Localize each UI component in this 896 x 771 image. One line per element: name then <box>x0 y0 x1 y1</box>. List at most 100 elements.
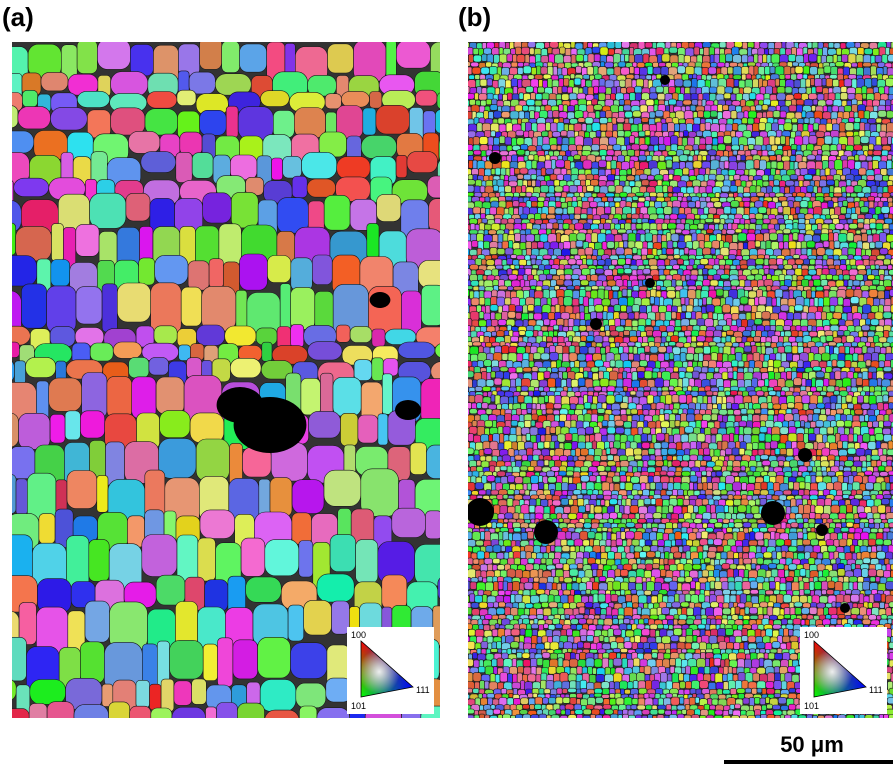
grain <box>816 247 826 256</box>
grain <box>759 367 769 373</box>
grain <box>711 395 717 405</box>
grain <box>571 298 580 307</box>
grain <box>724 86 734 94</box>
grain <box>795 99 805 106</box>
grain <box>810 386 817 392</box>
grain <box>645 318 652 326</box>
grain <box>707 258 716 266</box>
grain <box>857 47 865 56</box>
grain <box>748 213 756 220</box>
grain <box>421 284 440 326</box>
grain <box>531 413 539 421</box>
grain <box>540 213 547 220</box>
grain <box>663 269 671 276</box>
grain <box>591 285 599 290</box>
grain <box>791 149 796 156</box>
grain <box>579 345 589 355</box>
grain <box>485 379 495 387</box>
grain <box>891 62 893 69</box>
grain <box>430 42 440 81</box>
grain <box>807 93 818 100</box>
grain <box>496 403 502 410</box>
grain <box>712 137 719 146</box>
grain <box>708 173 717 181</box>
grain <box>490 130 496 137</box>
grain <box>499 150 509 156</box>
grain <box>812 366 822 372</box>
grain <box>530 201 538 208</box>
grain <box>800 311 808 320</box>
grain <box>25 357 57 378</box>
grain <box>842 200 849 207</box>
grain <box>687 201 696 208</box>
grain <box>479 335 485 343</box>
grain <box>793 377 803 386</box>
grain <box>739 144 744 152</box>
grain <box>652 330 662 338</box>
grain <box>629 46 634 56</box>
grain <box>201 285 237 332</box>
grain <box>592 259 598 266</box>
grain <box>510 254 518 259</box>
grain <box>863 48 873 55</box>
grain <box>771 433 781 442</box>
grain <box>764 254 770 260</box>
grain <box>747 144 755 150</box>
grain <box>862 62 872 68</box>
grain <box>802 342 808 348</box>
grain <box>640 247 649 256</box>
grain <box>890 42 893 50</box>
grain <box>888 175 893 182</box>
grain <box>732 370 738 380</box>
grain <box>376 194 402 222</box>
grain <box>851 341 858 347</box>
grain <box>855 247 862 257</box>
grain <box>747 46 752 58</box>
grain <box>611 248 617 256</box>
grain <box>689 104 697 112</box>
grain <box>703 110 711 119</box>
grain <box>677 331 685 338</box>
grain <box>654 110 664 118</box>
grain <box>774 409 780 415</box>
grain <box>848 223 858 230</box>
grain <box>497 93 503 101</box>
grain <box>173 680 192 706</box>
grain <box>777 206 784 214</box>
grain <box>850 377 857 388</box>
grain <box>808 433 817 442</box>
grain <box>717 143 726 151</box>
grain <box>764 378 770 387</box>
grain <box>649 345 659 354</box>
grain <box>761 311 771 320</box>
grain <box>557 366 567 373</box>
grain <box>574 345 580 355</box>
grain <box>518 92 524 100</box>
grain <box>878 318 885 327</box>
grain <box>884 47 890 56</box>
grain <box>628 159 635 169</box>
grain <box>12 341 20 358</box>
grain <box>478 285 486 291</box>
grain <box>860 228 867 234</box>
grain <box>829 395 838 404</box>
grain <box>66 470 98 509</box>
grain <box>598 370 604 380</box>
grain <box>743 345 752 353</box>
grain <box>861 85 868 95</box>
grain <box>576 185 583 194</box>
grain <box>784 186 790 195</box>
grain <box>517 394 525 403</box>
grain <box>468 135 469 146</box>
grain <box>301 152 338 180</box>
grain <box>592 174 600 181</box>
grain <box>834 179 840 188</box>
grain <box>740 408 748 415</box>
grain <box>478 136 489 145</box>
grain <box>836 329 845 336</box>
grain <box>568 345 576 354</box>
grain <box>483 447 493 455</box>
grain <box>545 122 551 132</box>
grain <box>657 93 666 101</box>
grain <box>764 192 770 198</box>
